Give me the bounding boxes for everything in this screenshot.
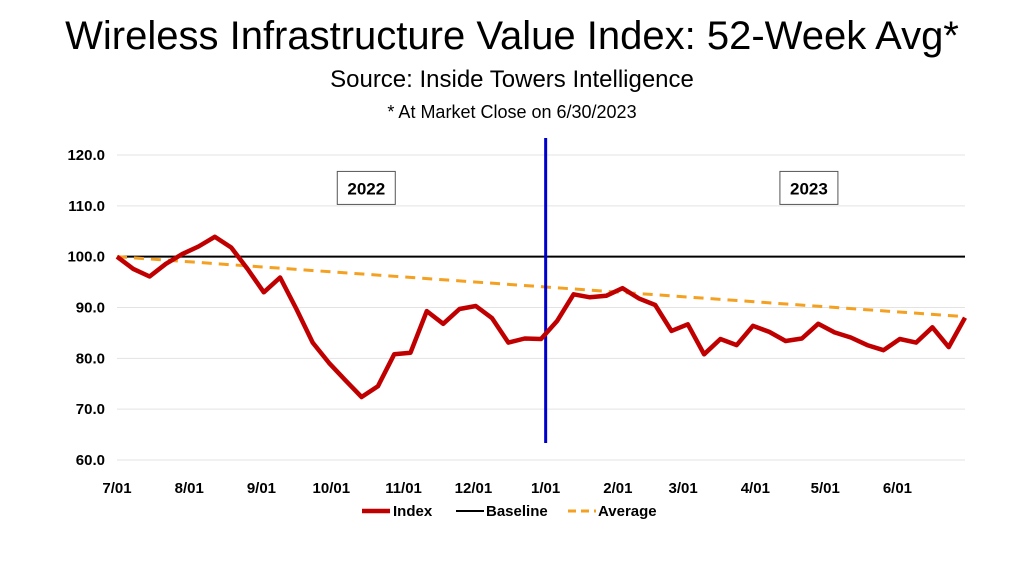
legend-label-index: Index: [393, 503, 433, 520]
year-label: 2023: [790, 179, 828, 198]
x-tick-label: 10/01: [313, 480, 351, 497]
average-line: [116, 255, 966, 319]
y-tick-label: 100.0: [67, 249, 105, 266]
x-tick-label: 1/01: [531, 480, 560, 497]
x-tick-label: 7/01: [102, 480, 131, 497]
year-label-box: [336, 170, 396, 205]
y-tick-label: 120.0: [67, 147, 105, 164]
x-tick-label: 6/01: [883, 480, 912, 497]
x-tick-label: 12/01: [455, 480, 493, 497]
index-line: [115, 234, 967, 400]
x-tick-label: 8/01: [175, 480, 204, 497]
legend-label-average: Average: [598, 503, 657, 520]
chart-subtitle: Source: Inside Towers Intelligence: [330, 66, 694, 93]
y-tick-label: 80.0: [76, 350, 105, 367]
y-tick-label: 110.0: [68, 198, 105, 215]
year-label: 2022: [347, 179, 385, 198]
x-tick-label: 4/01: [741, 480, 770, 497]
y-tick-label: 60.0: [76, 452, 105, 469]
x-tick-label: 3/01: [669, 480, 698, 497]
x-tick-label: 11/01: [385, 480, 422, 497]
legend-label-baseline: Baseline: [486, 503, 548, 520]
x-tick-label: 9/01: [247, 480, 276, 497]
chart-title: Wireless Infrastructure Value Index: 52-…: [65, 14, 959, 58]
year-label-box: [779, 170, 839, 205]
y-tick-label: 70.0: [76, 401, 105, 418]
x-tick-label: 2/01: [603, 480, 632, 497]
x-tick-label: 5/01: [811, 480, 840, 497]
y-tick-label: 90.0: [76, 300, 105, 317]
chart-footnote: * At Market Close on 6/30/2023: [387, 102, 637, 122]
